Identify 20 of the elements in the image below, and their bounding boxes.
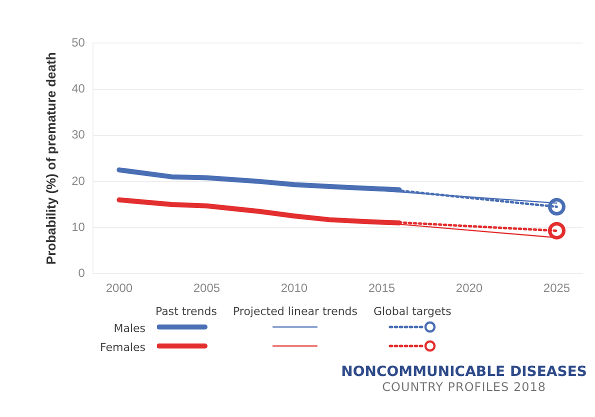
legend-label: Males	[112, 321, 147, 337]
text: Past trends	[154, 304, 218, 319]
x-tick-label: 2005	[193, 281, 220, 296]
y-tick-label: 50	[72, 36, 86, 50]
text: NONCOMMUNICABLE DISEASES	[341, 364, 587, 380]
y-tick-label: 30	[72, 128, 86, 142]
y-axis-title: Probability (%) of premature death	[43, 52, 58, 265]
text: Global targets	[372, 304, 452, 319]
y-tick-label: 10	[72, 220, 86, 234]
x-tick-label: 2010	[280, 281, 308, 296]
text: COUNTRY PROFILES 2018	[381, 380, 547, 394]
y-tick-label: 20	[72, 174, 86, 188]
legend-label: Females	[100, 340, 147, 356]
x-tick-label: 2025	[543, 281, 570, 296]
text: Projected linear trends	[232, 304, 359, 319]
x-tick-label: 2000	[106, 281, 133, 296]
y-tick-label: 40	[72, 82, 86, 96]
x-tick-label: 2015	[368, 281, 396, 296]
x-tick-label: 2020	[456, 281, 483, 296]
y-tick-label: 0	[78, 266, 86, 280]
